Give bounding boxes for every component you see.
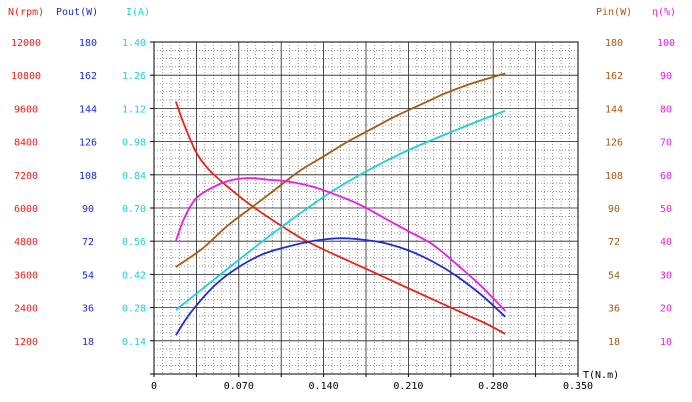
axis-tick-n: 2400 — [14, 304, 38, 315]
series-line-eff — [174, 177, 506, 312]
axis-header-eff: η(%) — [652, 7, 676, 18]
series-line-pout — [175, 237, 506, 336]
axis-tick-pout: 54 — [82, 270, 94, 281]
axis-tick-pout: 18 — [82, 337, 94, 348]
axis-tick-eff: 20 — [660, 304, 672, 315]
axis-tick-n: 8400 — [14, 138, 38, 149]
series-layer — [174, 72, 506, 336]
axis-tick-i: 0.98 — [122, 138, 146, 149]
axis-tick-pout: 108 — [79, 171, 97, 182]
axis-tick-eff: 50 — [660, 204, 672, 215]
series-line-pin — [175, 72, 506, 268]
axis-tick-eff: 40 — [660, 237, 672, 248]
axis-header-n: N(rpm) — [8, 7, 44, 18]
axis-tick-eff: 80 — [660, 104, 672, 115]
axis-header-pin: Pin(W) — [596, 7, 632, 18]
axis-tick-eff: 70 — [660, 138, 672, 149]
axis-tick-i: 1.12 — [122, 104, 146, 115]
axis-tick-n: 12000 — [11, 38, 41, 49]
x-tick-label: 0.280 — [478, 381, 508, 392]
axis-tick-eff: 90 — [660, 71, 672, 82]
axis-tick-pin: 126 — [605, 138, 623, 149]
x-tick-label: 0.070 — [224, 381, 254, 392]
axis-tick-n: 6000 — [14, 204, 38, 215]
axis-tick-n: 7200 — [14, 171, 38, 182]
axis-tick-i: 0.14 — [122, 337, 146, 348]
axis-tick-i: 0.42 — [122, 270, 146, 281]
axis-tick-pin: 162 — [605, 71, 623, 82]
axis-tick-i: 0.56 — [122, 237, 146, 248]
axis-tick-pout: 162 — [79, 71, 97, 82]
axis-tick-n: 4800 — [14, 237, 38, 248]
axis-tick-eff: 100 — [657, 38, 675, 49]
axis-tick-pin: 180 — [605, 38, 623, 49]
x-tick-label: 0 — [151, 381, 157, 392]
axis-tick-pin: 144 — [605, 104, 623, 115]
axis-tick-pout: 126 — [79, 138, 97, 149]
axis-tick-pout: 144 — [79, 104, 97, 115]
x-tick-label: 0.210 — [393, 381, 423, 392]
axis-tick-pin: 18 — [608, 337, 620, 348]
axis-tick-i: 1.40 — [122, 38, 146, 49]
axis-tick-eff: 30 — [660, 270, 672, 281]
axis-tick-pin: 36 — [608, 304, 620, 315]
series-line-i — [175, 109, 506, 311]
axis-tick-eff: 60 — [660, 171, 672, 182]
x-tick-label: 0.350 — [563, 381, 593, 392]
plot-area — [150, 41, 579, 377]
axis-tick-eff: 10 — [660, 337, 672, 348]
axis-tick-i: 0.84 — [122, 171, 146, 182]
series-line-n — [174, 101, 506, 335]
axis-tick-pin: 54 — [608, 270, 620, 281]
axis-tick-pin: 90 — [608, 204, 620, 215]
axis-tick-n: 3600 — [14, 270, 38, 281]
axis-tick-n: 10800 — [11, 71, 41, 82]
axis-tick-pout: 36 — [82, 304, 94, 315]
axis-tick-pout: 72 — [82, 237, 94, 248]
axis-tick-n: 9600 — [14, 104, 38, 115]
axis-tick-pout: 90 — [82, 204, 94, 215]
x-axis-label: T(N.m) — [583, 370, 619, 381]
axis-tick-i: 1.26 — [122, 71, 146, 82]
axis-tick-i: 0.28 — [122, 304, 146, 315]
axis-tick-pout: 180 — [79, 38, 97, 49]
x-tick-label: 0.140 — [309, 381, 339, 392]
axis-tick-n: 1200 — [14, 337, 38, 348]
axis-header-pout: Pout(W) — [56, 7, 98, 18]
axis-tick-pin: 108 — [605, 171, 623, 182]
axis-tick-i: 0.70 — [122, 204, 146, 215]
axis-header-i: I(A) — [126, 7, 150, 18]
axis-tick-pin: 72 — [608, 237, 620, 248]
